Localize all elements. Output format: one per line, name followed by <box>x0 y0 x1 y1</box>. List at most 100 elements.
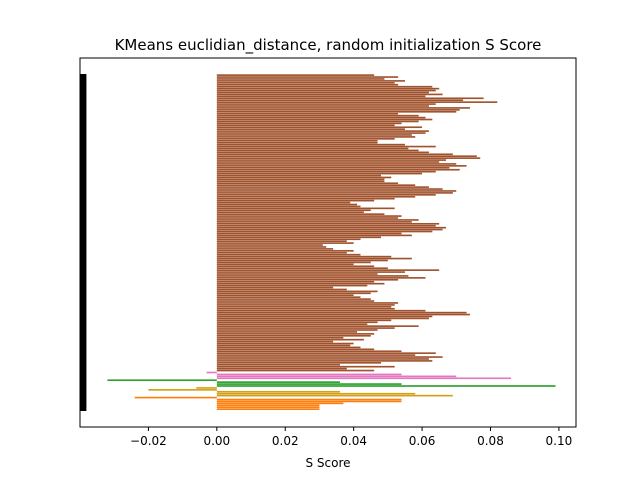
bar-brown-70 <box>216 234 412 237</box>
x-tick-label-5: 0.08 <box>477 434 504 448</box>
bar-brown-137 <box>216 105 429 107</box>
x-tick-label-0: −0.02 <box>130 434 167 448</box>
bar-brown-86 <box>216 203 358 206</box>
bar-brown-120 <box>216 138 395 140</box>
bar-brown-6 <box>216 358 429 360</box>
bar-brown-78 <box>216 219 419 221</box>
bar-brown-16 <box>216 338 364 341</box>
bar-brown-103 <box>216 170 436 173</box>
bar-brown-15 <box>216 340 334 343</box>
bar-brown-22 <box>216 327 395 329</box>
bar-brown-132 <box>216 114 419 117</box>
bar-brown-71 <box>216 232 402 235</box>
bar-brown-3 <box>216 363 340 366</box>
bar-brown-101 <box>216 174 382 177</box>
bar-brown-21 <box>216 329 378 331</box>
bar-brown-11 <box>216 348 375 351</box>
bar-brown-92 <box>216 192 453 194</box>
bar-brown-38 <box>216 296 361 298</box>
x-axis-label: S Score <box>305 456 350 470</box>
bar-brown-47 <box>216 278 399 281</box>
bar-brown-115 <box>216 147 409 150</box>
bar-brown-45 <box>216 282 385 285</box>
bar-brown-66 <box>216 242 354 244</box>
bar-brown-39 <box>216 294 354 297</box>
bars-group <box>107 74 556 410</box>
bar-brown-7 <box>216 356 443 358</box>
bar-brown-63 <box>216 248 334 250</box>
bar-brown-143 <box>216 93 443 96</box>
bar-brown-50 <box>216 273 378 275</box>
bar-brown-28 <box>216 315 433 318</box>
bar-brown-134 <box>216 110 457 113</box>
bar-brown-74 <box>216 226 447 229</box>
bar-brown-97 <box>216 182 399 185</box>
bar-brown-107 <box>216 163 457 165</box>
bar-brown-118 <box>216 141 378 144</box>
bar-brown-44 <box>216 284 368 287</box>
chart-title: KMeans euclidian_distance, random initia… <box>115 36 542 55</box>
bar-brown-113 <box>216 151 429 154</box>
bar-brown-91 <box>216 194 436 196</box>
bar-brown-51 <box>216 271 405 273</box>
bar-pink-1 <box>216 375 457 378</box>
bar-brown-139 <box>216 101 498 103</box>
bar-pink-3 <box>206 371 217 374</box>
bar-brown-126 <box>216 126 423 129</box>
bar-brown-61 <box>216 251 347 254</box>
bar-brown-1 <box>216 367 347 370</box>
bar-brown-13 <box>216 344 351 347</box>
bar-brown-8 <box>216 354 416 356</box>
bar-green-1 <box>216 383 402 385</box>
bar-brown-114 <box>216 149 419 152</box>
bar-brown-100 <box>216 176 392 179</box>
bar-brown-96 <box>216 184 416 186</box>
bar-gold-2 <box>216 390 340 393</box>
bar-brown-20 <box>216 331 358 333</box>
bar-brown-148 <box>216 83 399 86</box>
bar-brown-35 <box>216 302 399 304</box>
bar-brown-102 <box>216 172 423 175</box>
bar-orange-4 <box>216 400 402 403</box>
bar-brown-98 <box>216 180 385 183</box>
bar-brown-81 <box>216 213 385 215</box>
bar-brown-32 <box>216 307 395 310</box>
bar-brown-105 <box>216 166 450 169</box>
bar-pink-2 <box>216 373 402 376</box>
x-axis: −0.02 0.00 0.02 0.04 0.06 0.08 0.10 <box>130 427 572 448</box>
bar-brown-141 <box>216 97 484 100</box>
bar-brown-73 <box>216 228 443 231</box>
bar-brown-85 <box>216 205 361 208</box>
bar-brown-72 <box>216 230 433 233</box>
bar-pink-0 <box>216 377 512 380</box>
bar-brown-53 <box>216 267 388 270</box>
bar-brown-58 <box>216 257 412 260</box>
bar-brown-76 <box>216 222 440 225</box>
x-tick-label-6: 0.10 <box>546 434 573 448</box>
x-tick-label-3: 0.04 <box>340 434 367 448</box>
bar-brown-99 <box>216 178 385 181</box>
x-tick-label-4: 0.06 <box>409 434 436 448</box>
bar-brown-46 <box>216 280 375 283</box>
bar-brown-64 <box>216 246 327 248</box>
bar-brown-80 <box>216 215 402 217</box>
bar-brown-0 <box>216 369 375 372</box>
bar-green-0 <box>216 385 556 387</box>
bar-brown-121 <box>216 136 416 138</box>
bar-brown-5 <box>216 360 433 362</box>
bar-brown-17 <box>216 336 344 339</box>
bar-brown-14 <box>216 342 354 345</box>
bar-brown-37 <box>216 298 371 300</box>
bar-brown-119 <box>216 139 378 142</box>
bar-brown-123 <box>216 132 426 134</box>
bar-gold-0 <box>216 394 453 397</box>
mean-line-group <box>80 74 87 411</box>
bar-gold-1 <box>216 392 416 395</box>
bar-brown-56 <box>216 261 371 264</box>
bar-brown-43 <box>216 286 334 289</box>
bar-brown-42 <box>216 288 347 291</box>
bar-brown-87 <box>216 201 351 204</box>
bar-brown-95 <box>216 186 429 188</box>
bar-orange-3 <box>216 402 344 405</box>
